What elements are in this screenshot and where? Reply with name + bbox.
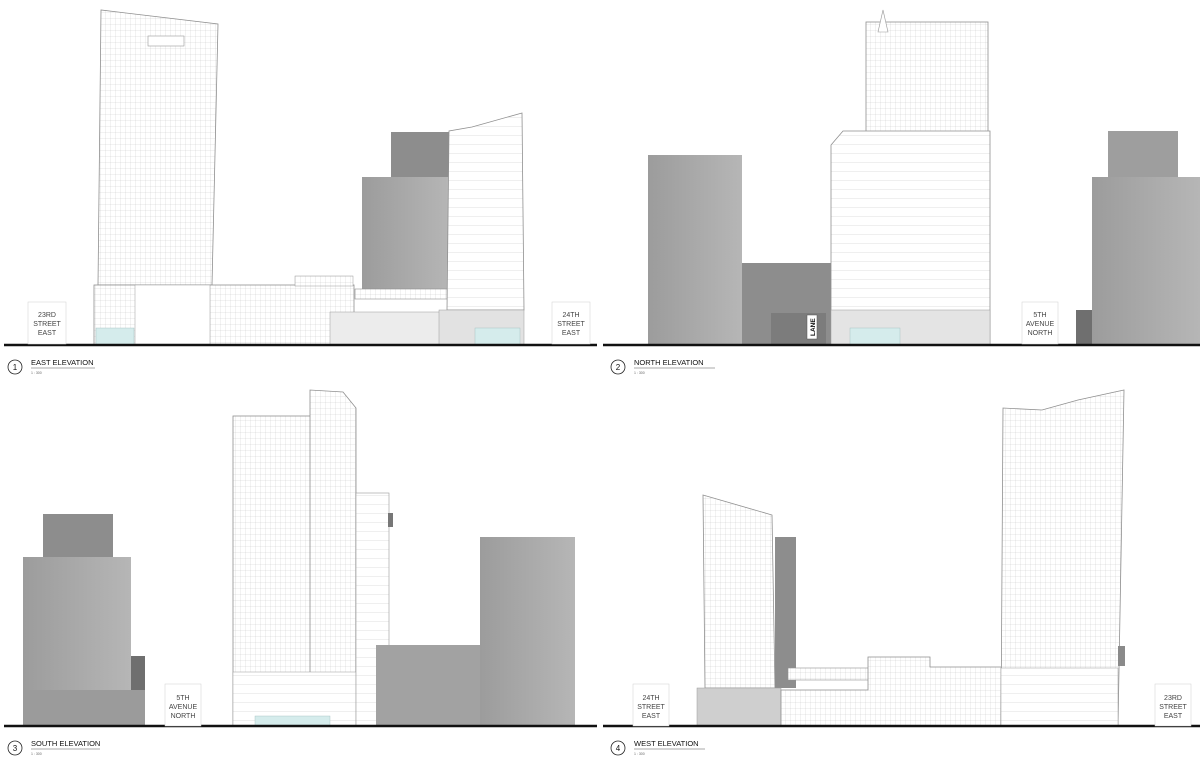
east-lowblock	[329, 311, 441, 346]
south-title-block: 3 SOUTH ELEVATION 1 : 300	[7, 739, 100, 756]
svg-text:1 : 300: 1 : 300	[31, 371, 42, 375]
north-context-mid-dark	[771, 313, 826, 345]
west-tower-right-base	[1000, 667, 1119, 727]
south-street-left: 5TH AVENUE NORTH	[164, 683, 202, 727]
svg-text:NORTH: NORTH	[171, 713, 196, 720]
north-lane-label: LANE	[806, 314, 818, 340]
west-tower-right-accent	[1118, 646, 1125, 666]
east-podium-top	[294, 275, 354, 287]
north-context-left	[648, 155, 742, 345]
east-street-left: 23RD STREET EAST	[27, 301, 67, 345]
east-skybridge	[354, 288, 448, 300]
svg-text:EAST ELEVATION: EAST ELEVATION	[31, 358, 94, 367]
svg-text:STREET: STREET	[637, 704, 665, 711]
svg-text:5TH: 5TH	[1033, 312, 1046, 319]
east-tower-crown	[147, 35, 185, 47]
east-glazing	[95, 327, 135, 346]
svg-text:SOUTH ELEVATION: SOUTH ELEVATION	[31, 739, 100, 748]
south-context-base	[23, 690, 145, 726]
svg-text:EAST: EAST	[38, 330, 57, 337]
svg-text:4: 4	[616, 744, 621, 753]
north-context-right	[1092, 177, 1200, 345]
svg-text:STREET: STREET	[1159, 704, 1187, 711]
west-tower-left-dark	[775, 537, 796, 688]
south-context-mid	[376, 645, 500, 726]
svg-text:EAST: EAST	[562, 330, 581, 337]
svg-text:NORTH ELEVATION: NORTH ELEVATION	[634, 358, 704, 367]
svg-text:5TH: 5TH	[176, 695, 189, 702]
svg-text:STREET: STREET	[33, 321, 61, 328]
north-title-block: 2 NORTH ELEVATION 1 : 300	[610, 358, 715, 375]
east-podium-plain	[134, 284, 211, 346]
north-elevation: LANE 5TH AVENUE NORTH 2 NORTH ELEVATION …	[603, 9, 1200, 375]
east-tower-2-glazing	[474, 327, 521, 346]
svg-text:24TH: 24TH	[562, 312, 579, 319]
svg-text:NORTH: NORTH	[1028, 330, 1053, 337]
svg-text:24TH: 24TH	[642, 695, 659, 702]
south-slim-accent	[388, 513, 393, 527]
svg-text:23RD: 23RD	[1164, 695, 1182, 702]
west-elevation: 24TH STREET EAST 23RD STREET EAST 4 WEST…	[603, 389, 1200, 756]
east-context-upper	[391, 132, 451, 178]
svg-text:EAST: EAST	[1164, 713, 1183, 720]
svg-text:WEST ELEVATION: WEST ELEVATION	[634, 739, 699, 748]
svg-text:AVENUE: AVENUE	[169, 704, 198, 711]
south-context-top	[43, 514, 113, 558]
svg-text:LANE: LANE	[810, 318, 817, 336]
svg-text:1 : 300: 1 : 300	[634, 371, 645, 375]
svg-text:23RD: 23RD	[38, 312, 56, 319]
west-street-left: 24TH STREET EAST	[632, 683, 670, 727]
svg-text:1: 1	[13, 363, 18, 372]
north-context-right-dark	[1076, 310, 1092, 345]
svg-text:STREET: STREET	[557, 321, 585, 328]
north-street-right: 5TH AVENUE NORTH	[1021, 301, 1059, 345]
east-street-right: 24TH STREET EAST	[551, 301, 591, 345]
svg-text:1 : 300: 1 : 300	[31, 752, 42, 756]
north-context-right-upper	[1108, 131, 1178, 178]
svg-text:AVENUE: AVENUE	[1026, 321, 1055, 328]
east-elevation: 23RD STREET EAST 24TH STREET EAST 1 EAST…	[4, 9, 597, 375]
south-glazing	[254, 715, 331, 727]
west-tower-left-base	[696, 687, 782, 727]
west-tower-left	[702, 494, 776, 689]
east-tower-2	[446, 112, 525, 311]
west-podium	[780, 656, 1011, 727]
north-tower-fin	[877, 9, 889, 33]
east-context-lower	[362, 177, 451, 292]
east-tower	[97, 9, 219, 286]
west-street-right: 23RD STREET EAST	[1154, 683, 1192, 727]
west-skybridge	[787, 667, 874, 681]
east-title-block: 1 EAST ELEVATION 1 : 300	[7, 358, 95, 375]
south-elevation: 5TH AVENUE NORTH 3 SOUTH ELEVATION 1 : 3…	[4, 389, 597, 756]
north-glazing	[849, 327, 901, 346]
south-context-right	[480, 537, 575, 726]
north-tower-top	[865, 21, 989, 133]
svg-text:1 : 300: 1 : 300	[634, 752, 645, 756]
svg-text:2: 2	[616, 363, 621, 372]
svg-text:EAST: EAST	[642, 713, 661, 720]
west-title-block: 4 WEST ELEVATION 1 : 300	[610, 739, 705, 756]
svg-text:3: 3	[13, 744, 18, 753]
